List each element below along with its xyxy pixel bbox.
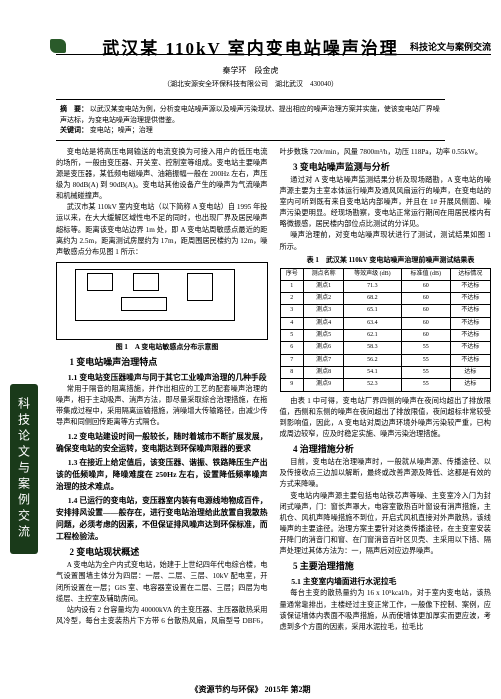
table-cell: 68.2: [344, 293, 401, 305]
section-3-p1: 通过对 A 变电站噪声监测结果分析及现场踏勘，A 变电站的噪声源主要为主室本体运…: [280, 175, 492, 231]
section-1-1-text: 常用于隔音的阻离措施，并作出相应的工艺的配套噪声治理的噪声，相于主动吸声、消声方…: [56, 384, 268, 429]
table-cell: 测点9: [304, 379, 344, 391]
table-cell: 55: [401, 379, 450, 391]
table-row: 5测点562.160不达标: [280, 330, 491, 342]
table-cell: 不达标: [450, 330, 490, 342]
intro-p2: 武汉市某 110kV 室内变电站（以下简称 A 变电站）自 1995 年投运以来…: [56, 202, 268, 258]
header-divider: [56, 54, 491, 55]
table-cell: 不达标: [450, 280, 490, 292]
table-cell: 测点2: [304, 293, 344, 305]
table-cell: 52.3: [344, 379, 401, 391]
table-cell: 8: [280, 366, 304, 378]
section-2-p1: A 变电站为全户内式变电站，始建于上世纪四年代电综合楼，电气设置围墙主体分为四层…: [56, 560, 268, 605]
keywords-text: 变电站；噪声；治理: [90, 126, 153, 134]
table-cell: 1: [280, 280, 304, 292]
table-cell: 2: [280, 293, 304, 305]
table-cell: 60: [401, 330, 450, 342]
abstract-label: 摘 要：: [60, 105, 88, 113]
table-row: 4测点463.460不达标: [280, 317, 491, 329]
table-cell: 71.3: [344, 280, 401, 292]
table-row: 2测点268.260不达标: [280, 293, 491, 305]
article-affiliation: （湖北安源安全环保科技有限公司 湖北武汉 430040）: [0, 79, 501, 89]
table-cell: 测点1: [304, 280, 344, 292]
table-cell: 54.1: [344, 366, 401, 378]
table-row: 1测点171.360不达标: [280, 280, 491, 292]
table-cell: 3: [280, 305, 304, 317]
section-4-p2: 变电站内噪声源主要包括电站铁芯声等噪、主变室冷入门为封闭式噪声，门：窗长声罩大，…: [280, 491, 492, 558]
page-footer: 《资源节约与环保》 2015年 第2期: [0, 684, 501, 695]
table-cell: 测点6: [304, 342, 344, 354]
figure-1-caption: 图 1 A 变电站敏感点分布示意图: [56, 342, 268, 353]
table-cell: 不达标: [450, 305, 490, 317]
abstract-text: 以武汉某变电站为例，分析变电站噪声源以及噪声污染现状、提出相应的噪声治理方案并实…: [60, 105, 440, 124]
table-1: 序号测点名称等效声级 (dB)标准值 (dB)达标情况 1测点171.360不达…: [280, 268, 492, 392]
intro-p1: 变电站是将高压电网输送的电流变换为可接入用户的低压电流的场所，一般由变压器、开关…: [56, 147, 268, 203]
table-row: 6测点658.355不达标: [280, 342, 491, 354]
table-cell: 不达标: [450, 317, 490, 329]
table-cell: 测点7: [304, 354, 344, 366]
table-column-header: 标准值 (dB): [401, 268, 450, 280]
table-cell: 55: [401, 366, 450, 378]
table-1-caption: 表 1 武汉某 110kV 变电站噪声治理前噪声测试结果表: [280, 255, 492, 266]
table-cell: 5: [280, 330, 304, 342]
section-1-3-heading: 1.3 在接近上给定值后，该变压器、谐振、铁路降压生产出该的低频噪声，降噪难度在…: [56, 457, 268, 493]
table-cell: 不达标: [450, 342, 490, 354]
table-cell: 测点5: [304, 330, 344, 342]
section-4-p1: 目前，变电站在治理噪声时，一般就从噪声源、传播途径、以及传接收点三边加以解断，最…: [280, 457, 492, 490]
table-cell: 不达标: [450, 354, 490, 366]
table-cell: 63.4: [344, 317, 401, 329]
table-cell: 9: [280, 379, 304, 391]
section-1-4-heading: 1.4 已运行的变电站，变压器室内装有电源线地物成百件，安排排风设置——般存在，…: [56, 495, 268, 543]
section-5-1-heading: 5.1 主变室内墙面进行水泥拉毛: [280, 576, 492, 588]
table-column-header: 达标情况: [450, 268, 490, 280]
table-cell: 不达标: [450, 293, 490, 305]
table-cell: 测点4: [304, 317, 344, 329]
table-cell: 65.1: [344, 305, 401, 317]
table-cell: 58.3: [344, 342, 401, 354]
section-1-1-heading: 1.1 变电站变压器噪声与同于其它工业噪声治理的几种手段: [56, 372, 268, 384]
section-4-heading: 4 治理措施分析: [280, 443, 492, 457]
section-1-heading: 1 变电站噪声治理特点: [56, 356, 268, 370]
table-cell: 55: [401, 342, 450, 354]
side-section-tab: 科技论文与案例交流: [10, 384, 38, 554]
keywords-label: 关键词：: [60, 126, 88, 134]
table-row: 8测点854.155达标: [280, 366, 491, 378]
table-cell: 62.1: [344, 330, 401, 342]
table-cell: 56.2: [344, 354, 401, 366]
table-cell: 60: [401, 293, 450, 305]
abstract-block: 摘 要： 以武汉某变电站为例，分析变电站噪声源以及噪声污染现状、提出相应的噪声治…: [56, 99, 445, 141]
table-cell: 测点8: [304, 366, 344, 378]
table-cell: 达标: [450, 366, 490, 378]
section-5-1-text: 每台主变的散热量约为 16 x 10⁵kcal/h，对于室内变电站，该热量通常靠…: [280, 588, 492, 633]
section-2-heading: 2 变电站现状概述: [56, 546, 268, 560]
article-authors: 秦学环 段金虎: [0, 65, 501, 76]
table-row: 9测点952.355达标: [280, 379, 491, 391]
section-1-2-heading: 1.2 变电站建设时间一般较长，随时着城市不断扩展发展，确保变电站的安全运转，变…: [56, 431, 268, 455]
table-column-header: 序号: [280, 268, 304, 280]
leaf-icon: [50, 39, 66, 53]
table-cell: 60: [401, 305, 450, 317]
table-cell: 达标: [450, 379, 490, 391]
section-3-heading: 3 变电站噪声监测与分析: [280, 161, 492, 175]
table-column-header: 测点名称: [304, 268, 344, 280]
table-row: 7测点756.255不达标: [280, 354, 491, 366]
table-cell: 60: [401, 280, 450, 292]
section-3-p3: 由表 1 中可得，变电站厂界四侧的噪声在夜间均超出了排放限值，西侧和东侧的噪声在…: [280, 396, 492, 441]
table-row: 3测点365.160不达标: [280, 305, 491, 317]
table-column-header: 等效声级 (dB): [344, 268, 401, 280]
table-cell: 7: [280, 354, 304, 366]
table-cell: 6: [280, 342, 304, 354]
section-5-heading: 5 主要治理措施: [280, 560, 492, 574]
table-cell: 60: [401, 317, 450, 329]
section-3-p2: 噪声治理前，对变电站噪声现状进行了测试，测试结果如图 1 所示。: [280, 230, 492, 252]
table-cell: 4: [280, 317, 304, 329]
table-cell: 55: [401, 354, 450, 366]
figure-1: [56, 262, 268, 340]
table-cell: 测点3: [304, 305, 344, 317]
article-body: 变电站是将高压电网输送的电流变换为可接入用户的低压电流的场所，一般由变压器、开关…: [56, 147, 491, 634]
header-section-name: 科技论文与案例交流: [410, 40, 491, 53]
